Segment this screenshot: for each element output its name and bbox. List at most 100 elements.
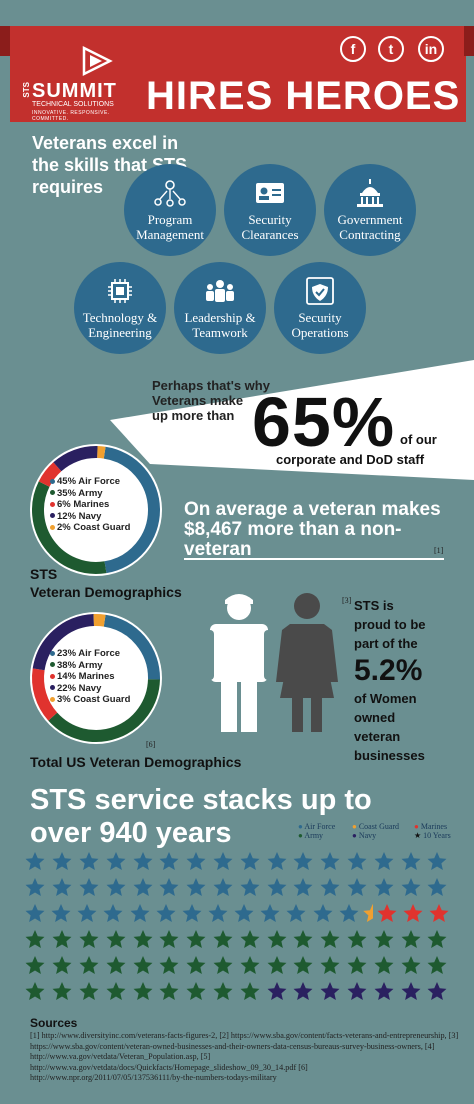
stacks-title-2: over 940 years (30, 817, 232, 849)
star-row (22, 926, 452, 952)
summit-logo-icon (82, 45, 113, 77)
service-star-ar (236, 978, 263, 1004)
service-star-af (49, 848, 76, 874)
service-star-ar (156, 978, 183, 1004)
service-star-ar (397, 952, 424, 978)
service-star-af (210, 874, 237, 900)
stack-key-marker: ● (414, 822, 421, 831)
us-legend-item: 14% Marines (50, 671, 130, 683)
service-star-ar (102, 926, 129, 952)
linkedin-icon[interactable]: in (418, 36, 444, 62)
sts-legend-item: 2% Coast Guard (50, 522, 130, 534)
us-demo-title: Total US Veteran Demographics (30, 754, 242, 770)
service-star-ar (236, 926, 263, 952)
sts-legend-dot (50, 478, 55, 484)
female-veteran-icon (276, 593, 338, 732)
us-legend-item: 38% Army (50, 660, 130, 672)
stacks-title-1: STS service stacks up to (30, 784, 372, 816)
service-star-nv (290, 978, 317, 1004)
service-star-nv (397, 978, 424, 1004)
stack-key-marker: ● (352, 822, 359, 831)
facebook-icon[interactable]: f (340, 36, 366, 62)
us-slice-4 (93, 614, 106, 627)
sts-legend-item: 45% Air Force (50, 476, 130, 488)
stacks-key: ● Air Force ● Coast Guard ● Marines● Army ●… (298, 822, 468, 840)
skill-government-contracting: Government Contracting (324, 164, 416, 256)
service-star-af (100, 900, 126, 926)
service-star-ar (370, 952, 397, 978)
service-star-ar (424, 926, 451, 952)
us-legend-dot (50, 685, 55, 691)
stack-key-label: Navy (358, 831, 377, 840)
service-star-af (263, 848, 290, 874)
service-star-ar (263, 926, 290, 952)
service-star-ar (210, 952, 237, 978)
service-star-af (397, 874, 424, 900)
service-star-af (129, 848, 156, 874)
service-star-ar (102, 952, 129, 978)
service-star-ma (400, 900, 426, 926)
us-slice-2 (32, 668, 58, 721)
service-star-af (424, 874, 451, 900)
us-legend-dot (50, 696, 55, 702)
sts-legend-item: 6% Marines (50, 499, 130, 511)
stack-key-marker: ● (352, 831, 359, 840)
service-star-af (424, 848, 451, 874)
service-star-ar (370, 926, 397, 952)
sts-legend-dot (50, 513, 55, 519)
sts-legend-label: 6% Marines (57, 499, 110, 510)
sts-demo-title-2: Veteran Demographics (30, 584, 182, 600)
skill-label-5b: Teamwork (192, 325, 248, 340)
twitter-icon[interactable]: t (378, 36, 404, 62)
service-star-ar (156, 952, 183, 978)
stack-key-item: ● Air Force (298, 822, 352, 831)
stacks-title: STS service stacks up to over 940 years (30, 784, 470, 850)
us-legend-dot (50, 673, 55, 679)
service-star-af (129, 874, 156, 900)
stack-key-item: ★ 10 Years (414, 831, 468, 840)
service-star-ar (102, 978, 129, 1004)
sts-demo-title-1: STS (30, 566, 58, 582)
skill-label-2: Security (248, 212, 292, 227)
stack-key-marker: ★ (414, 831, 424, 840)
service-star-af (344, 874, 371, 900)
us-legend: 23% Air Force 38% Army 14% Marines 22% Navy… (50, 648, 130, 706)
service-star-af (283, 900, 309, 926)
shield-icon (306, 277, 334, 305)
women-line-1: STS is (354, 598, 394, 613)
stack-key-label: Air Force (304, 822, 336, 831)
service-star-af (310, 900, 336, 926)
service-star-ar (290, 952, 317, 978)
stat-65-percent: 65% (252, 383, 396, 461)
skill-label-6: Security (298, 310, 342, 325)
us-demographics-donut (30, 612, 162, 744)
service-star-ar (49, 978, 76, 1004)
skill-security-clearances: Security Clearances (224, 164, 316, 256)
sts-legend-item: 35% Army (50, 488, 130, 500)
logo-name: SUMMIT (32, 80, 117, 102)
us-legend-item: 22% Navy (50, 683, 130, 695)
banner-line-2: Veterans make (152, 393, 244, 408)
service-star-ar (290, 926, 317, 952)
sts-slice-1 (32, 481, 107, 574)
sts-slice-3 (53, 446, 98, 472)
service-star-ma (374, 900, 400, 926)
service-star-af (153, 900, 179, 926)
service-star-af (102, 874, 129, 900)
service-star-af (76, 874, 103, 900)
sts-legend-label: 2% Coast Guard (57, 522, 131, 533)
us-legend-label: 3% Coast Guard (57, 694, 131, 705)
skill-label-1b: Management (136, 227, 204, 242)
service-star-af (183, 848, 210, 874)
women-line-5: owned (354, 710, 396, 725)
service-star-ar (129, 978, 156, 1004)
sts-legend-item: 12% Navy (50, 511, 130, 523)
service-star-ar (210, 926, 237, 952)
service-star-ar (129, 926, 156, 952)
average-salary-text: On average a veteran makes $8,467 more t… (184, 499, 441, 560)
stack-key-marker: ● (298, 831, 305, 840)
women-line-2: proud to be (354, 617, 426, 632)
service-star-nv (344, 978, 371, 1004)
service-star-af (317, 848, 344, 874)
stat-banner (110, 360, 474, 480)
